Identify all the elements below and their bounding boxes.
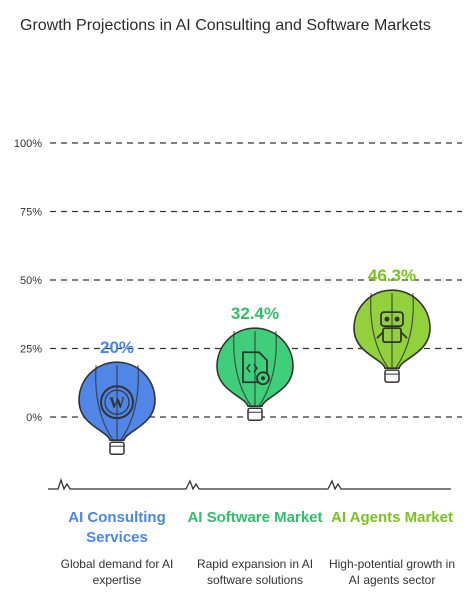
category-label-ai-software: AI Software Market [187,509,323,526]
wordpress-icon: W [100,385,134,420]
balloon-gore [95,365,114,441]
ground-squiggle [48,477,451,491]
chart-title: Growth Projections in AI Consulting and … [20,17,431,34]
balloon-1: 32.4% [216,304,294,421]
balloons: W 20% 32.4% 46.3% [78,266,431,455]
y-tick-label: 100% [14,138,42,150]
ground-line [48,477,451,491]
y-tick-label: 0% [26,412,42,424]
description-ai-software: Rapid expansion in AI software solutions [196,557,314,587]
value-label: 20% [100,338,134,357]
balloon-0: W 20% [78,338,156,455]
balloon-gore [370,293,389,369]
y-tick-label: 50% [20,275,42,287]
value-label: 46.3% [368,266,416,285]
balloon-gore [120,365,139,441]
y-axis-ticks: 100% 75% 50% 25% 0% [14,138,42,424]
basket [384,369,400,383]
balloon-gore [395,293,414,369]
balloon-2: 46.3% [353,266,431,383]
code-file-gear-icon [242,351,270,386]
y-tick-label: 25% [20,344,42,356]
value-label: 32.4% [231,304,279,323]
description-ai-agents: High-potential growth in AI agents secto… [328,557,456,587]
robot-icon [376,311,408,344]
category-label-ai-consulting: AI Consulting Services [68,509,166,546]
balloon-gore [258,331,277,407]
svg-text:W: W [109,395,125,412]
description-ai-consulting: Global demand for AI expertise [60,557,174,587]
balloon-gore [233,331,252,407]
basket [109,441,125,455]
basket [247,407,263,421]
category-label-ai-agents: AI Agents Market [331,509,453,526]
y-tick-label: 75% [20,207,42,219]
